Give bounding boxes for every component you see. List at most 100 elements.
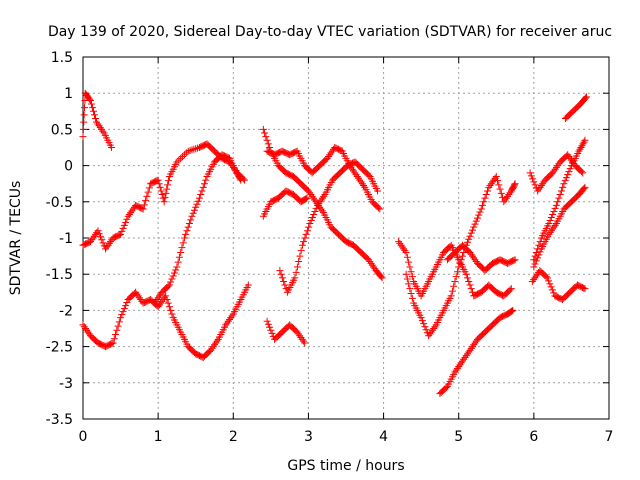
data-point xyxy=(501,196,509,204)
data-point xyxy=(167,278,175,286)
data-point xyxy=(396,239,404,247)
data-point xyxy=(155,292,163,300)
data-point xyxy=(142,197,150,205)
data-point xyxy=(489,178,497,186)
series-track-16 xyxy=(528,267,589,304)
data-point xyxy=(182,230,190,238)
data-point xyxy=(539,180,547,188)
data-point xyxy=(474,214,481,222)
data-point xyxy=(306,220,314,228)
data-point xyxy=(398,243,406,251)
data-point xyxy=(138,204,146,212)
data-point xyxy=(139,205,147,213)
data-point xyxy=(164,282,172,290)
data-point xyxy=(213,337,221,345)
data-point xyxy=(542,273,550,281)
data-point xyxy=(108,144,116,151)
data-point xyxy=(120,305,128,313)
series-track-15 xyxy=(530,136,589,264)
data-point xyxy=(202,176,210,184)
data-point xyxy=(183,227,191,235)
data-point xyxy=(298,335,306,343)
data-point xyxy=(466,346,474,354)
data-point xyxy=(154,176,162,184)
data-point xyxy=(128,207,136,215)
data-point xyxy=(466,281,474,289)
data-point xyxy=(162,292,170,300)
data-point xyxy=(465,348,473,356)
data-point xyxy=(298,241,306,249)
data-point xyxy=(452,366,460,374)
data-point xyxy=(177,154,185,162)
data-point xyxy=(118,311,126,319)
data-point xyxy=(195,194,203,202)
data-point xyxy=(461,353,469,361)
data-point xyxy=(581,285,589,293)
data-point xyxy=(453,268,461,276)
data-point xyxy=(132,288,140,296)
data-point xyxy=(552,163,560,171)
series-track-3 xyxy=(79,281,252,361)
data-point xyxy=(89,104,97,112)
data-point xyxy=(530,276,538,284)
data-point xyxy=(80,111,88,119)
data-point xyxy=(88,100,96,108)
data-point xyxy=(324,153,332,161)
y-tick-label: 0.5 xyxy=(51,122,73,138)
data-point xyxy=(158,191,166,199)
data-point xyxy=(180,234,188,242)
data-point xyxy=(87,238,95,246)
data-point xyxy=(492,172,500,180)
data-point xyxy=(511,180,519,188)
series-track-5 xyxy=(259,125,386,282)
data-point xyxy=(99,239,107,247)
data-point xyxy=(264,140,272,148)
data-point xyxy=(481,194,489,202)
data-point xyxy=(105,239,113,247)
data-point xyxy=(455,263,463,271)
data-point xyxy=(575,147,583,155)
data-point xyxy=(534,187,542,195)
y-tick-label: -3 xyxy=(59,376,73,392)
y-tick-label: -1.5 xyxy=(46,267,73,283)
data-point xyxy=(368,261,376,269)
data-point xyxy=(462,270,470,278)
data-point xyxy=(107,238,115,246)
data-point xyxy=(581,183,589,191)
data-point xyxy=(531,260,539,268)
data-point xyxy=(581,94,589,102)
data-point xyxy=(259,125,267,133)
data-point xyxy=(549,210,557,218)
data-point xyxy=(561,177,569,185)
data-point xyxy=(179,153,187,161)
data-point xyxy=(297,334,305,342)
series-track-18 xyxy=(561,93,590,123)
data-point xyxy=(119,308,127,316)
data-point xyxy=(308,192,316,200)
data-point xyxy=(582,93,590,101)
data-point xyxy=(546,217,554,225)
data-point xyxy=(291,274,299,282)
data-point xyxy=(547,213,555,221)
data-point xyxy=(366,258,374,266)
data-point xyxy=(507,285,515,293)
data-point xyxy=(550,289,558,297)
data-point xyxy=(96,124,104,132)
data-point xyxy=(94,227,102,235)
data-point xyxy=(117,230,125,238)
data-point xyxy=(537,182,545,190)
data-point xyxy=(494,177,502,185)
data-point xyxy=(401,247,409,255)
data-point xyxy=(302,230,310,238)
data-point xyxy=(477,205,485,213)
data-point xyxy=(94,120,102,128)
data-point xyxy=(506,286,514,294)
data-point xyxy=(90,232,98,240)
data-point xyxy=(486,182,494,190)
data-point xyxy=(430,325,438,332)
data-point xyxy=(467,250,475,258)
series-track-14 xyxy=(526,151,587,195)
data-point xyxy=(555,194,563,202)
data-point xyxy=(466,232,474,240)
data-point xyxy=(226,315,234,323)
